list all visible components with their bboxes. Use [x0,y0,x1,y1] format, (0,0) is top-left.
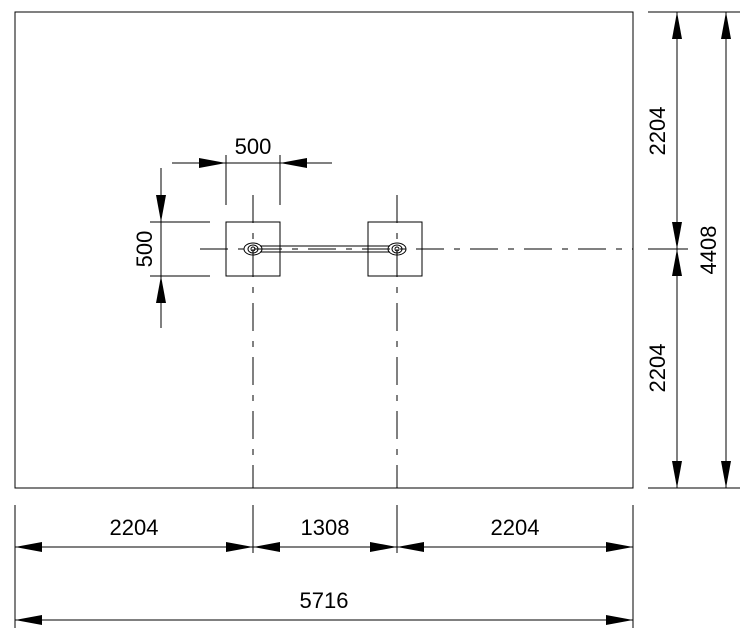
right-overall-dimension: 4408 [696,12,731,488]
bottom-left-label: 2204 [110,515,159,540]
right-extension-lines [648,11,740,489]
pad-left [225,221,281,277]
bottom-overall-dimension: 5716 [15,588,633,625]
bolt-symbol-left [243,242,263,256]
pad-height-label: 500 [132,231,157,268]
bottom-total-label: 5716 [300,588,349,613]
connecting-bar [260,245,390,253]
pad-width-label: 500 [235,134,272,159]
right-bottom-label: 2204 [645,344,670,393]
bottom-dimension-chain: 2204 1308 2204 [15,515,633,552]
bottom-middle-label: 1308 [301,515,350,540]
outer-boundary [14,11,634,489]
bottom-extension-lines [14,505,634,628]
right-dimension-chain: 2204 2204 [645,12,682,488]
right-top-label: 2204 [645,107,670,156]
right-total-label: 4408 [696,226,721,275]
bolt-symbol-right [387,242,407,256]
pad-width-dimension: 500 [172,134,332,205]
bottom-right-label: 2204 [491,515,540,540]
pad-right [367,221,423,277]
pad-height-dimension: 500 [132,168,210,328]
